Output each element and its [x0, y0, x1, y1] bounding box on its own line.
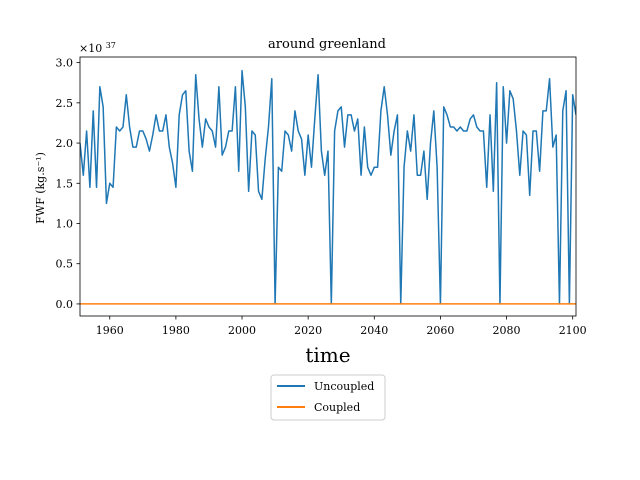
x-tick-label: 2080 — [493, 324, 521, 337]
legend: Uncoupled Coupled — [270, 374, 386, 421]
series-line-uncoupled — [80, 69, 576, 305]
x-axis-ticks: 1960 1980 2000 2020 2040 2060 2080 2100 — [96, 316, 587, 337]
y-tick-label: 2.5 — [56, 97, 74, 110]
legend-label-uncoupled: Uncoupled — [314, 380, 374, 393]
x-tick-label: 1960 — [96, 324, 124, 337]
y-tick-label: 2.0 — [56, 137, 74, 150]
y-multiplier-base: ×10 — [79, 42, 102, 55]
x-tick-label: 2000 — [228, 324, 256, 337]
y-axis-ticks: 0.0 0.5 1.0 1.5 2.0 2.5 3.0 — [56, 57, 80, 311]
y-tick-label: 0.5 — [56, 258, 74, 271]
x-tick-label: 2020 — [294, 324, 322, 337]
y-tick-label: 1.5 — [56, 177, 74, 190]
x-tick-label: 2040 — [360, 324, 388, 337]
plot-frame — [79, 56, 577, 317]
y-tick-label: 1.0 — [56, 218, 74, 231]
y-tick-label: 3.0 — [56, 57, 74, 70]
legend-label-coupled: Coupled — [314, 401, 360, 414]
chart-title: around greenland — [268, 37, 386, 52]
x-tick-label: 1980 — [162, 324, 190, 337]
plot-area — [79, 56, 577, 317]
x-tick-label: 2060 — [426, 324, 454, 337]
x-axis-label: time — [305, 343, 350, 367]
y-multiplier-exponent: 37 — [106, 41, 116, 50]
x-tick-label: 2100 — [559, 324, 587, 337]
y-axis-label: FWF (kg.s⁻¹) — [34, 152, 47, 224]
y-tick-label: 0.0 — [56, 298, 74, 311]
y-multiplier-label: ×10 37 — [79, 41, 116, 55]
